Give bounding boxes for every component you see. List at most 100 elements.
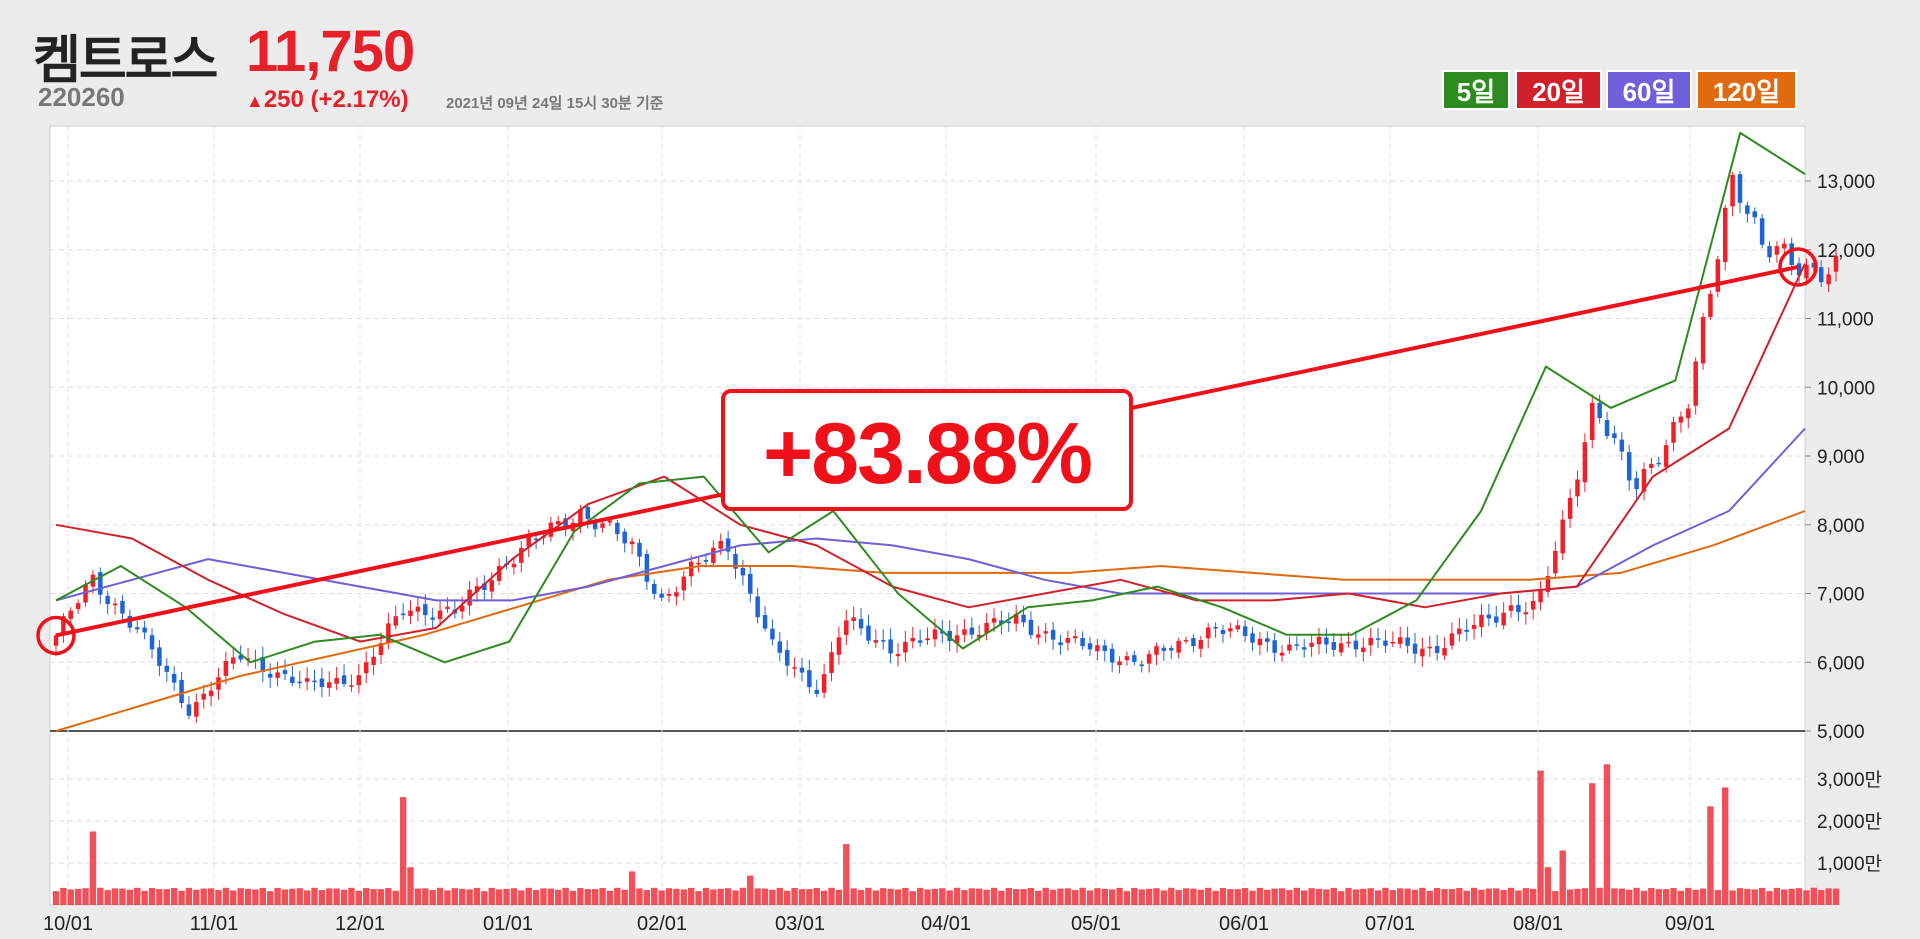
candle: [829, 652, 834, 674]
volume-bar: [1699, 888, 1707, 905]
volume-bar: [148, 888, 156, 905]
volume-bar: [1330, 887, 1337, 905]
x-tick-label: 06/01: [1219, 913, 1269, 935]
volume-bar: [1677, 890, 1685, 905]
volume-bar: [1072, 890, 1079, 905]
candle: [748, 573, 753, 594]
volume-bar: [1197, 889, 1205, 905]
candle: [696, 562, 701, 565]
candle: [1375, 638, 1381, 640]
volume-bar: [584, 889, 591, 905]
volume-bar: [1049, 889, 1057, 905]
volume-bar: [628, 871, 636, 905]
volume-bar: [1337, 891, 1345, 905]
candle: [1567, 497, 1573, 519]
volume-bar: [1603, 764, 1611, 905]
volume-bar: [843, 844, 850, 905]
candle: [1612, 433, 1617, 439]
candle: [1619, 439, 1625, 452]
candle: [1309, 642, 1314, 647]
volume-bar: [1818, 890, 1825, 905]
candle: [1117, 661, 1122, 666]
candle: [1013, 613, 1019, 624]
candle: [371, 656, 376, 665]
candle: [1774, 246, 1780, 255]
candle: [1826, 274, 1831, 285]
candle: [1191, 638, 1196, 647]
volume-bar: [1810, 887, 1818, 905]
volume-bar: [1131, 887, 1138, 905]
volume-bar: [1397, 888, 1404, 905]
volume-tick-label: 2,000만: [1817, 811, 1882, 833]
candle: [171, 674, 177, 683]
candle: [1169, 648, 1174, 651]
x-tick-label: 12/01: [335, 913, 385, 935]
candle: [1457, 628, 1462, 635]
volume-bar: [1744, 888, 1751, 905]
candle: [1789, 243, 1794, 266]
volume-bar: [990, 887, 998, 905]
candle: [762, 615, 768, 629]
candle: [1058, 642, 1063, 646]
candle: [186, 704, 192, 716]
candle: [1722, 207, 1728, 262]
candle: [1146, 654, 1152, 664]
volume-bar: [259, 887, 267, 905]
candle: [75, 603, 81, 610]
candle: [644, 553, 650, 582]
legend-ma20[interactable]: 20일: [1515, 70, 1602, 110]
candle: [844, 620, 849, 635]
volume-bar: [333, 888, 340, 905]
candle: [356, 675, 362, 686]
candle: [1272, 640, 1277, 653]
volume-bar: [702, 887, 710, 905]
volume-bar: [1389, 890, 1397, 905]
legend-ma120-label: 120일: [1712, 76, 1781, 107]
volume-bar: [1655, 889, 1662, 905]
volume-bar: [74, 888, 82, 905]
volume-bar: [614, 887, 621, 905]
volume-bar: [141, 890, 148, 905]
volume-bar: [370, 889, 377, 905]
legend-ma5[interactable]: 5일: [1442, 70, 1510, 110]
candle: [231, 657, 236, 664]
legend-ma120[interactable]: 120일: [1696, 70, 1797, 110]
candle: [1663, 445, 1669, 467]
candle: [740, 567, 746, 576]
candle: [489, 580, 495, 592]
candle: [408, 610, 413, 616]
candle: [1324, 637, 1329, 645]
candle: [718, 540, 723, 549]
candle: [1220, 629, 1226, 634]
candle: [519, 547, 524, 563]
volume-bar: [1064, 888, 1072, 905]
candle: [1087, 643, 1093, 650]
candle: [733, 554, 738, 569]
volume-tick-label: 3,000만: [1817, 769, 1882, 791]
volume-bar: [695, 891, 702, 905]
candle: [1316, 636, 1322, 645]
volume-bar: [555, 889, 562, 905]
volume-bar: [1832, 888, 1840, 905]
legend-ma60[interactable]: 60일: [1606, 70, 1692, 110]
candle: [1538, 590, 1543, 603]
candle: [1073, 636, 1078, 639]
candle: [1368, 637, 1373, 646]
candle: [1686, 408, 1691, 419]
candle: [666, 593, 672, 596]
candle: [1833, 256, 1839, 272]
volume-bar: [1315, 888, 1323, 905]
legend-ma60-label: 60일: [1622, 76, 1676, 107]
volume-bar: [1411, 889, 1419, 905]
candle: [1294, 644, 1300, 646]
volume-bar: [909, 891, 916, 905]
volume-bar: [1478, 889, 1485, 905]
volume-bar: [1470, 887, 1478, 905]
candle: [925, 638, 930, 641]
volume-bar: [1426, 890, 1433, 905]
candle: [1235, 625, 1240, 630]
candle: [555, 521, 561, 525]
volume-bar: [1441, 889, 1448, 905]
price-tick-label: 6,000: [1817, 653, 1865, 674]
candle: [312, 680, 317, 683]
